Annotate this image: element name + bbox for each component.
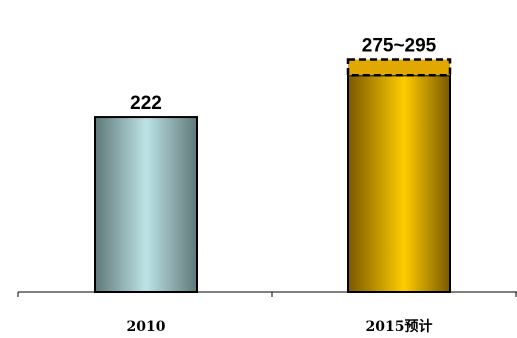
bar-2015-forecast (347, 74, 451, 293)
data-label-2015-forecast: 275~295 (362, 36, 437, 57)
bars-layer (94, 58, 452, 294)
category-labels: 2010 2015预计 (127, 318, 433, 335)
data-labels: 222 275~295 (130, 36, 437, 115)
data-label-2010: 222 (130, 93, 162, 114)
x-tick-label-2015-forecast: 2015预计 (366, 318, 433, 335)
x-axis (17, 291, 517, 297)
x-tick-label-2010: 2010 (127, 319, 166, 335)
bar-2010 (94, 116, 198, 294)
forecast-range-band (346, 58, 452, 77)
